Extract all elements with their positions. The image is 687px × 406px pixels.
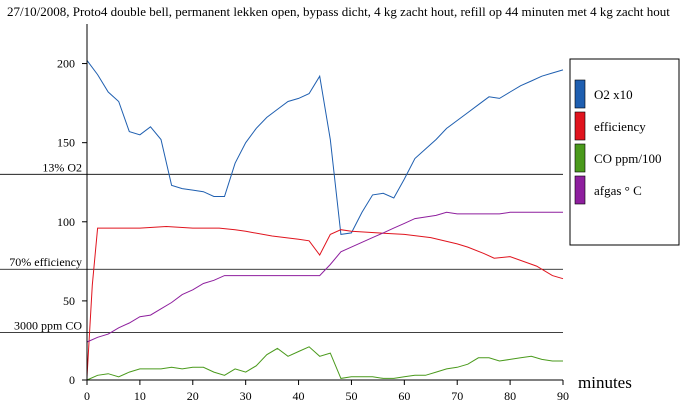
series-line [86,211,563,343]
legend-label: O2 x10 [594,87,633,102]
legend-box [569,58,680,246]
y-tick-label: 150 [57,136,75,150]
x-tick-label: 20 [187,389,199,403]
series-line [86,346,563,381]
x-tick-label: 50 [345,389,357,403]
series-lines [86,60,564,381]
reference-line-label: 70% efficiency [9,255,82,269]
y-tick-label: 200 [57,57,75,71]
legend-swatch [574,143,586,173]
legend-swatch [574,79,586,109]
reference-line-label: 13% O2 [42,160,82,174]
reference-line-label: 3000 ppm CO [14,319,82,333]
x-tick-label: 90 [557,389,569,403]
legend-swatch [574,175,586,205]
axes [86,24,563,381]
legend-swatch [574,111,586,141]
series-line [86,60,564,235]
y-tick-label: 50 [63,294,75,308]
x-tick-label: 30 [240,389,252,403]
x-tick-label: 10 [134,389,146,403]
series-line [86,225,564,377]
x-tick-label: 70 [451,389,463,403]
x-tick-label: 0 [84,389,90,403]
legend-label: efficiency [594,119,646,134]
y-tick-label: 0 [69,373,75,387]
x-tick-label: 60 [398,389,410,403]
x-tick-label: 40 [293,389,305,403]
y-ticks: 0 50 100 150 200 [57,57,87,387]
x-axis-label: minutes [578,373,632,392]
x-tick-label: 80 [504,389,516,403]
y-tick-label: 100 [57,215,75,229]
chart-title: 27/10/2008, Proto4 double bell, permanen… [7,4,670,19]
legend-label: afgas ° C [594,183,642,198]
legend: O2 x10 efficiency CO ppm/100 afgas ° C [569,58,680,246]
legend-label: CO ppm/100 [594,151,662,166]
x-ticks: 0 10 20 30 40 50 60 70 80 90 [84,380,569,403]
reference-lines: 13% O2 70% efficiency 3000 ppm CO [0,160,563,333]
